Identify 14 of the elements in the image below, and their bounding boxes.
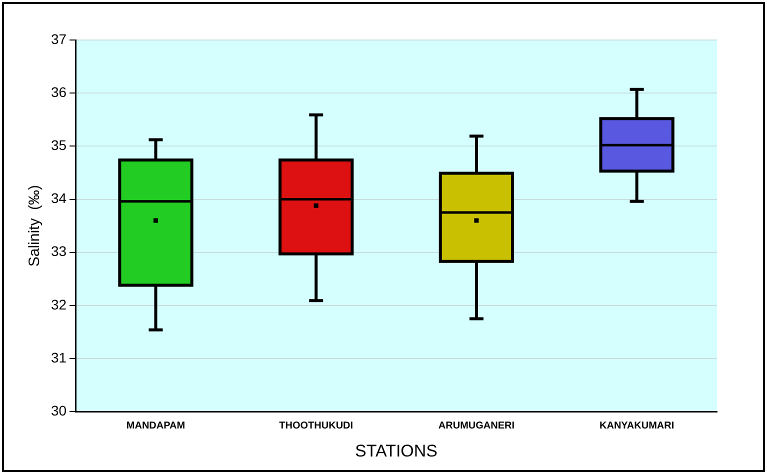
y-tick-label: 34: [50, 190, 67, 206]
y-tick-label: 32: [50, 296, 67, 312]
x-tick-label: MANDAPAM: [126, 420, 186, 432]
x-tick-label: ARUMUGANERI: [438, 420, 515, 432]
y-tick-label: 31: [50, 349, 67, 366]
y-tick-label: 30: [50, 402, 67, 418]
x-tick-label: KANYAKUMARI: [600, 420, 674, 432]
x-tick-label: THOOTHUKUDI: [279, 420, 354, 432]
y-tick-label: 33: [50, 243, 67, 260]
x-axis-title: STATIONS: [355, 441, 438, 460]
y-tick-label: 35: [50, 137, 67, 154]
y-tick-label: 36: [50, 84, 67, 100]
y-axis-title: Salinity (‰): [26, 184, 44, 267]
y-tick-label: 37: [50, 30, 67, 47]
